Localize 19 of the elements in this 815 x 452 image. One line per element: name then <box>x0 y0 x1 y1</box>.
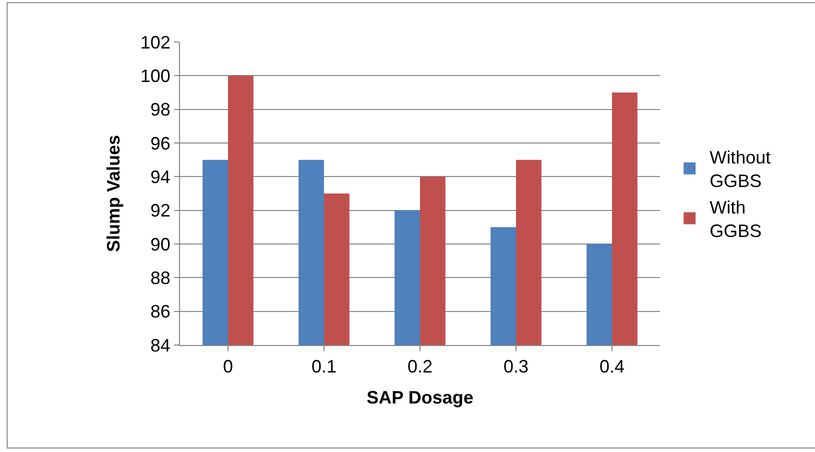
y-tick-label: 88 <box>150 268 170 288</box>
x-tick-label: 0.2 <box>407 356 433 377</box>
y-tick-label: 96 <box>150 133 170 154</box>
x-tick-label: 0.1 <box>311 356 337 377</box>
y-tick-label: 94 <box>150 166 170 187</box>
legend-label: Without GGBS <box>710 148 771 192</box>
y-tick-label: 100 <box>140 66 170 86</box>
x-tick-label: 0.4 <box>599 356 625 377</box>
legend-label: With GGBS <box>710 198 762 241</box>
x-axis-title: SAP Dosage <box>366 388 474 408</box>
y-tick-label: 84 <box>150 335 170 356</box>
y-tick-label: 92 <box>150 200 170 221</box>
y-tick-label: 90 <box>150 234 170 254</box>
x-tick-label: 0.3 <box>503 356 529 377</box>
y-tick-label: 86 <box>150 302 170 322</box>
y-tick-label: 102 <box>140 32 170 52</box>
x-tick-label: 0 <box>222 356 234 377</box>
y-axis-title: Slump Values <box>104 134 124 252</box>
y-tick-label: 98 <box>150 100 170 120</box>
